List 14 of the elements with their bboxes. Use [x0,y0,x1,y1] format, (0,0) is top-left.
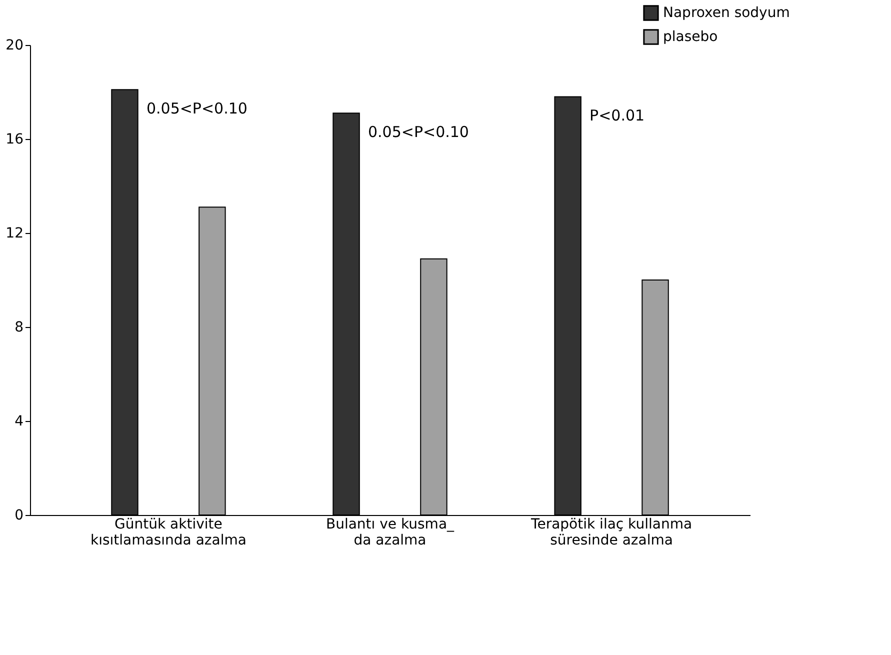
legend-label: plasebo [663,29,718,45]
y-tick-label: 16 [6,132,24,148]
x-tick-label: Güntük aktivite kısıtlamasında azalma [90,516,246,548]
annotation: 0.05<P<0.10 [146,100,248,118]
x-tick-label: Bulantı ve kusma_ da azalma [326,516,456,548]
annotation: P<0.01 [590,106,645,125]
annotation: 0.05<P<0.10 [368,123,469,142]
y-tick-label: 4 [14,414,24,430]
y-tick-label: 12 [6,226,24,242]
y-tick-label: 20 [6,38,24,54]
legend-label: Naproxen sodyum [663,5,790,21]
x-tick-label: Terapötik ilaç kullanma süresinde azalma [530,516,692,548]
y-tick-label: 0 [14,508,24,524]
y-tick-label: 8 [14,320,24,336]
